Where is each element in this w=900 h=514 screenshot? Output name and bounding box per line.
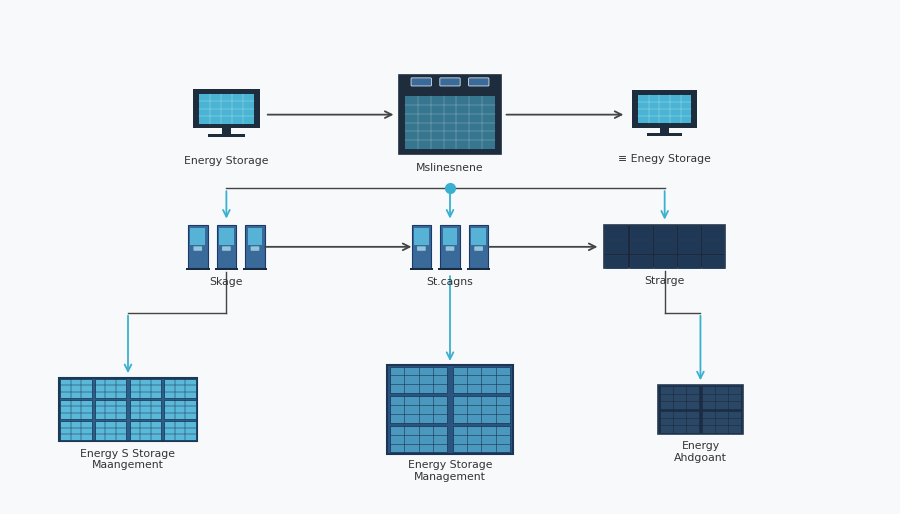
FancyBboxPatch shape [248,228,263,245]
FancyBboxPatch shape [414,228,428,245]
FancyBboxPatch shape [653,254,676,268]
FancyBboxPatch shape [130,379,161,398]
FancyBboxPatch shape [390,366,447,393]
FancyBboxPatch shape [194,246,202,251]
FancyBboxPatch shape [469,225,489,268]
FancyBboxPatch shape [702,240,724,253]
Text: Energy Storage: Energy Storage [184,156,268,167]
FancyBboxPatch shape [193,89,260,128]
FancyBboxPatch shape [390,426,447,452]
FancyBboxPatch shape [199,94,254,124]
FancyBboxPatch shape [440,225,460,268]
FancyBboxPatch shape [217,225,236,268]
FancyBboxPatch shape [678,254,700,268]
FancyBboxPatch shape [390,396,447,423]
FancyBboxPatch shape [453,396,510,423]
Text: Energy
Ahdgoant: Energy Ahdgoant [674,441,727,463]
FancyBboxPatch shape [191,228,205,245]
FancyBboxPatch shape [606,254,627,268]
FancyBboxPatch shape [188,225,208,268]
FancyBboxPatch shape [219,228,234,245]
FancyBboxPatch shape [130,400,161,419]
FancyBboxPatch shape [243,268,266,270]
FancyBboxPatch shape [658,386,742,434]
FancyBboxPatch shape [638,95,691,123]
FancyBboxPatch shape [438,268,462,270]
Text: Energy S Storage
Maangement: Energy S Storage Maangement [80,449,176,470]
FancyBboxPatch shape [678,226,700,239]
FancyBboxPatch shape [469,78,489,86]
FancyBboxPatch shape [474,246,483,251]
FancyBboxPatch shape [653,240,676,253]
FancyBboxPatch shape [58,378,197,442]
FancyBboxPatch shape [629,226,652,239]
FancyBboxPatch shape [647,133,682,136]
FancyBboxPatch shape [633,90,697,127]
FancyBboxPatch shape [95,400,126,419]
FancyBboxPatch shape [702,411,741,433]
FancyBboxPatch shape [208,134,245,137]
FancyBboxPatch shape [604,225,725,268]
Text: Skage: Skage [210,278,243,287]
Text: St.cagns: St.cagns [427,278,473,287]
FancyBboxPatch shape [702,226,724,239]
FancyBboxPatch shape [387,365,513,454]
FancyBboxPatch shape [251,246,259,251]
FancyBboxPatch shape [95,379,126,398]
FancyBboxPatch shape [399,75,501,154]
FancyBboxPatch shape [660,387,698,409]
FancyBboxPatch shape [678,240,700,253]
FancyBboxPatch shape [661,127,670,133]
FancyBboxPatch shape [60,379,92,398]
FancyBboxPatch shape [410,268,433,270]
FancyBboxPatch shape [222,246,230,251]
FancyBboxPatch shape [411,78,431,86]
FancyBboxPatch shape [417,246,426,251]
FancyBboxPatch shape [606,240,627,253]
FancyBboxPatch shape [165,400,195,419]
FancyBboxPatch shape [606,226,627,239]
FancyBboxPatch shape [221,128,231,134]
FancyBboxPatch shape [60,400,92,419]
FancyBboxPatch shape [443,228,457,245]
FancyBboxPatch shape [453,366,510,393]
Text: Strarge: Strarge [644,276,685,286]
Text: Mslinesnene: Mslinesnene [416,163,484,173]
FancyBboxPatch shape [165,379,195,398]
FancyBboxPatch shape [702,387,741,409]
FancyBboxPatch shape [446,246,454,251]
FancyBboxPatch shape [411,225,431,268]
Text: ≡ Enegy Storage: ≡ Enegy Storage [618,154,711,164]
FancyBboxPatch shape [440,78,460,86]
FancyBboxPatch shape [653,226,676,239]
FancyBboxPatch shape [453,426,510,452]
FancyBboxPatch shape [472,228,486,245]
FancyBboxPatch shape [702,254,724,268]
FancyBboxPatch shape [95,421,126,440]
FancyBboxPatch shape [660,411,698,433]
FancyBboxPatch shape [165,421,195,440]
FancyBboxPatch shape [629,254,652,268]
Text: Energy Storage
Management: Energy Storage Management [408,461,492,482]
FancyBboxPatch shape [629,240,652,253]
FancyBboxPatch shape [186,268,210,270]
FancyBboxPatch shape [245,225,265,268]
FancyBboxPatch shape [130,421,161,440]
FancyBboxPatch shape [60,421,92,440]
FancyBboxPatch shape [214,268,238,270]
FancyBboxPatch shape [405,96,495,149]
FancyBboxPatch shape [467,268,491,270]
